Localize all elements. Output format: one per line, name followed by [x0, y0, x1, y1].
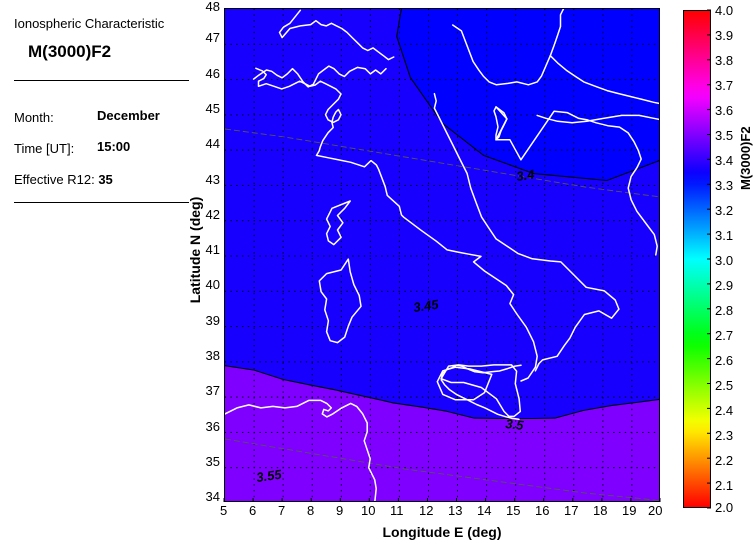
svg-text:3.4: 3.4 [515, 166, 536, 183]
